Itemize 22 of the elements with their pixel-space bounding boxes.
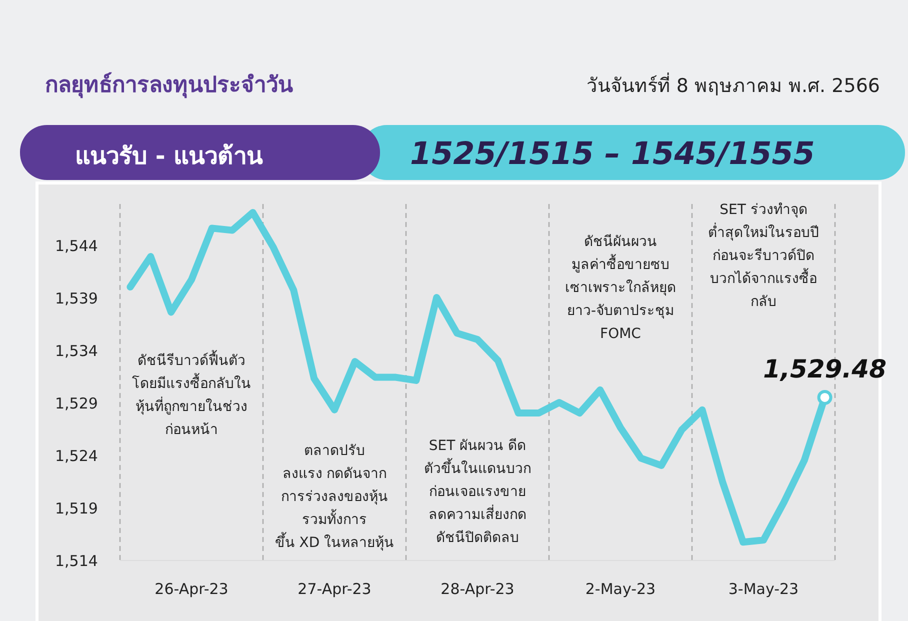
x-tick-label: 2-May-23	[585, 580, 656, 598]
text: 1525/1515 – 1545/1555	[410, 136, 815, 172]
chart-title: กลยุทธ์การลงทุนประจำวัน	[45, 72, 293, 99]
annotation: SET ร่วงทำจุด ต่ำสุดใหม่ในรอบปี ก่อนจะรีบาวด์ปิด บวกได้จากแรงซื้อ กลับ	[708, 202, 819, 310]
y-tick-label: 1,534	[55, 342, 98, 360]
chart-subtitle: วันจันทร์ที่ 8 พฤษภาคม พ.ศ. 2566	[586, 72, 880, 97]
y-tick-label: 1,519	[55, 500, 98, 518]
x-tick-label: 28-Apr-23	[440, 580, 514, 598]
annotation: SET ผันผวน ดีด ตัวขึ้นในแดนบวก ก่อนเจอแรงขาย ลดความเสี่ยงกด ดัชนีปิดติดลบ	[424, 438, 531, 546]
y-tick-label: 1,529	[55, 394, 98, 412]
x-tick-label: 26-Apr-23	[154, 580, 228, 598]
y-tick-label: 1,539	[55, 290, 98, 308]
annotation: ดัชนีรีบาวด์ฟื้นตัว โดยมีแรงซื้อกลับใน หุ้นที่ถูกขายในช่วง ก่อนหน้า	[132, 350, 251, 438]
text: แนวรับ - แนวต้าน	[75, 142, 264, 170]
annotation: ตลาดปรับ ลงแรง กดดันจาก การร่วงลงของหุ้น รวมทั้งการ ขึ้น XD ในหลายหุ้น	[274, 443, 394, 551]
x-tick-label: 3-May-23	[728, 580, 799, 598]
x-tick-label: 27-Apr-23	[298, 580, 372, 598]
y-tick-label: 1,524	[55, 447, 98, 465]
y-tick-label: 1,544	[55, 237, 98, 255]
data-label: 1,529.48	[763, 354, 886, 384]
y-tick-label: 1,514	[55, 552, 98, 570]
annotation: ดัชนีผันผวน มูลค่าซื้อขายซบ เซาเพราะใกล้หยุด ยาว-จับตาประชุม FOMC	[565, 234, 676, 342]
